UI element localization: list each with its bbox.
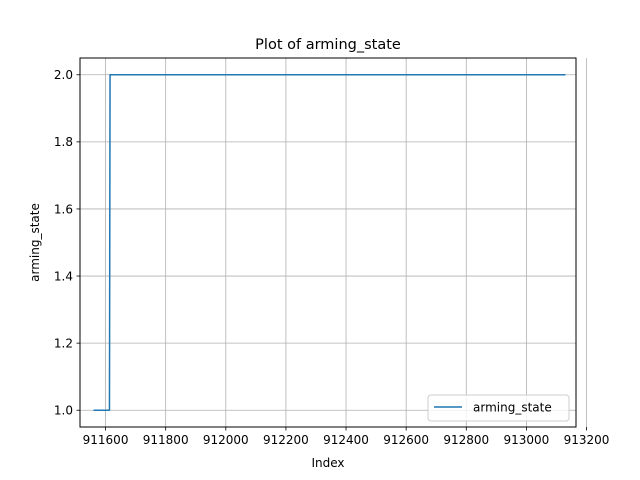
series-line-arming-state [93,74,566,411]
x-tick-label: 912200 [263,433,309,447]
x-axis-title: Index [311,456,344,470]
legend-label: arming_state [473,401,552,415]
chart-title: Plot of arming_state [255,37,401,53]
x-tick-label: 912800 [443,433,489,447]
legend-box [427,394,570,422]
x-tick-label: 912000 [203,433,249,447]
x-tick-label: 912400 [323,433,369,447]
y-tick-label: 1.4 [54,269,73,283]
legend: arming_state [427,394,570,422]
y-tick-label: 1.8 [54,135,73,149]
y-tick-label: 1.2 [54,336,73,350]
plot-frame [79,57,577,428]
y-tick-label: 1.0 [54,404,73,418]
x-tick-label: 911800 [143,433,189,447]
y-axis-title: arming_state [28,203,42,282]
x-tick-label: 913000 [503,433,549,447]
series-layer [93,74,566,411]
x-axis-ticks: 911600 911800 912000 912200 912400 912600 9128… [83,427,610,447]
y-axis-ticks: 1.0 1.2 1.4 1.6 1.8 2.0 [54,68,80,418]
x-tick-label: 913200 [564,433,610,447]
x-tick-label: 911600 [83,433,129,447]
y-tick-label: 1.6 [54,202,73,216]
x-tick-label: 912600 [383,433,429,447]
y-tick-label: 2.0 [54,68,73,82]
